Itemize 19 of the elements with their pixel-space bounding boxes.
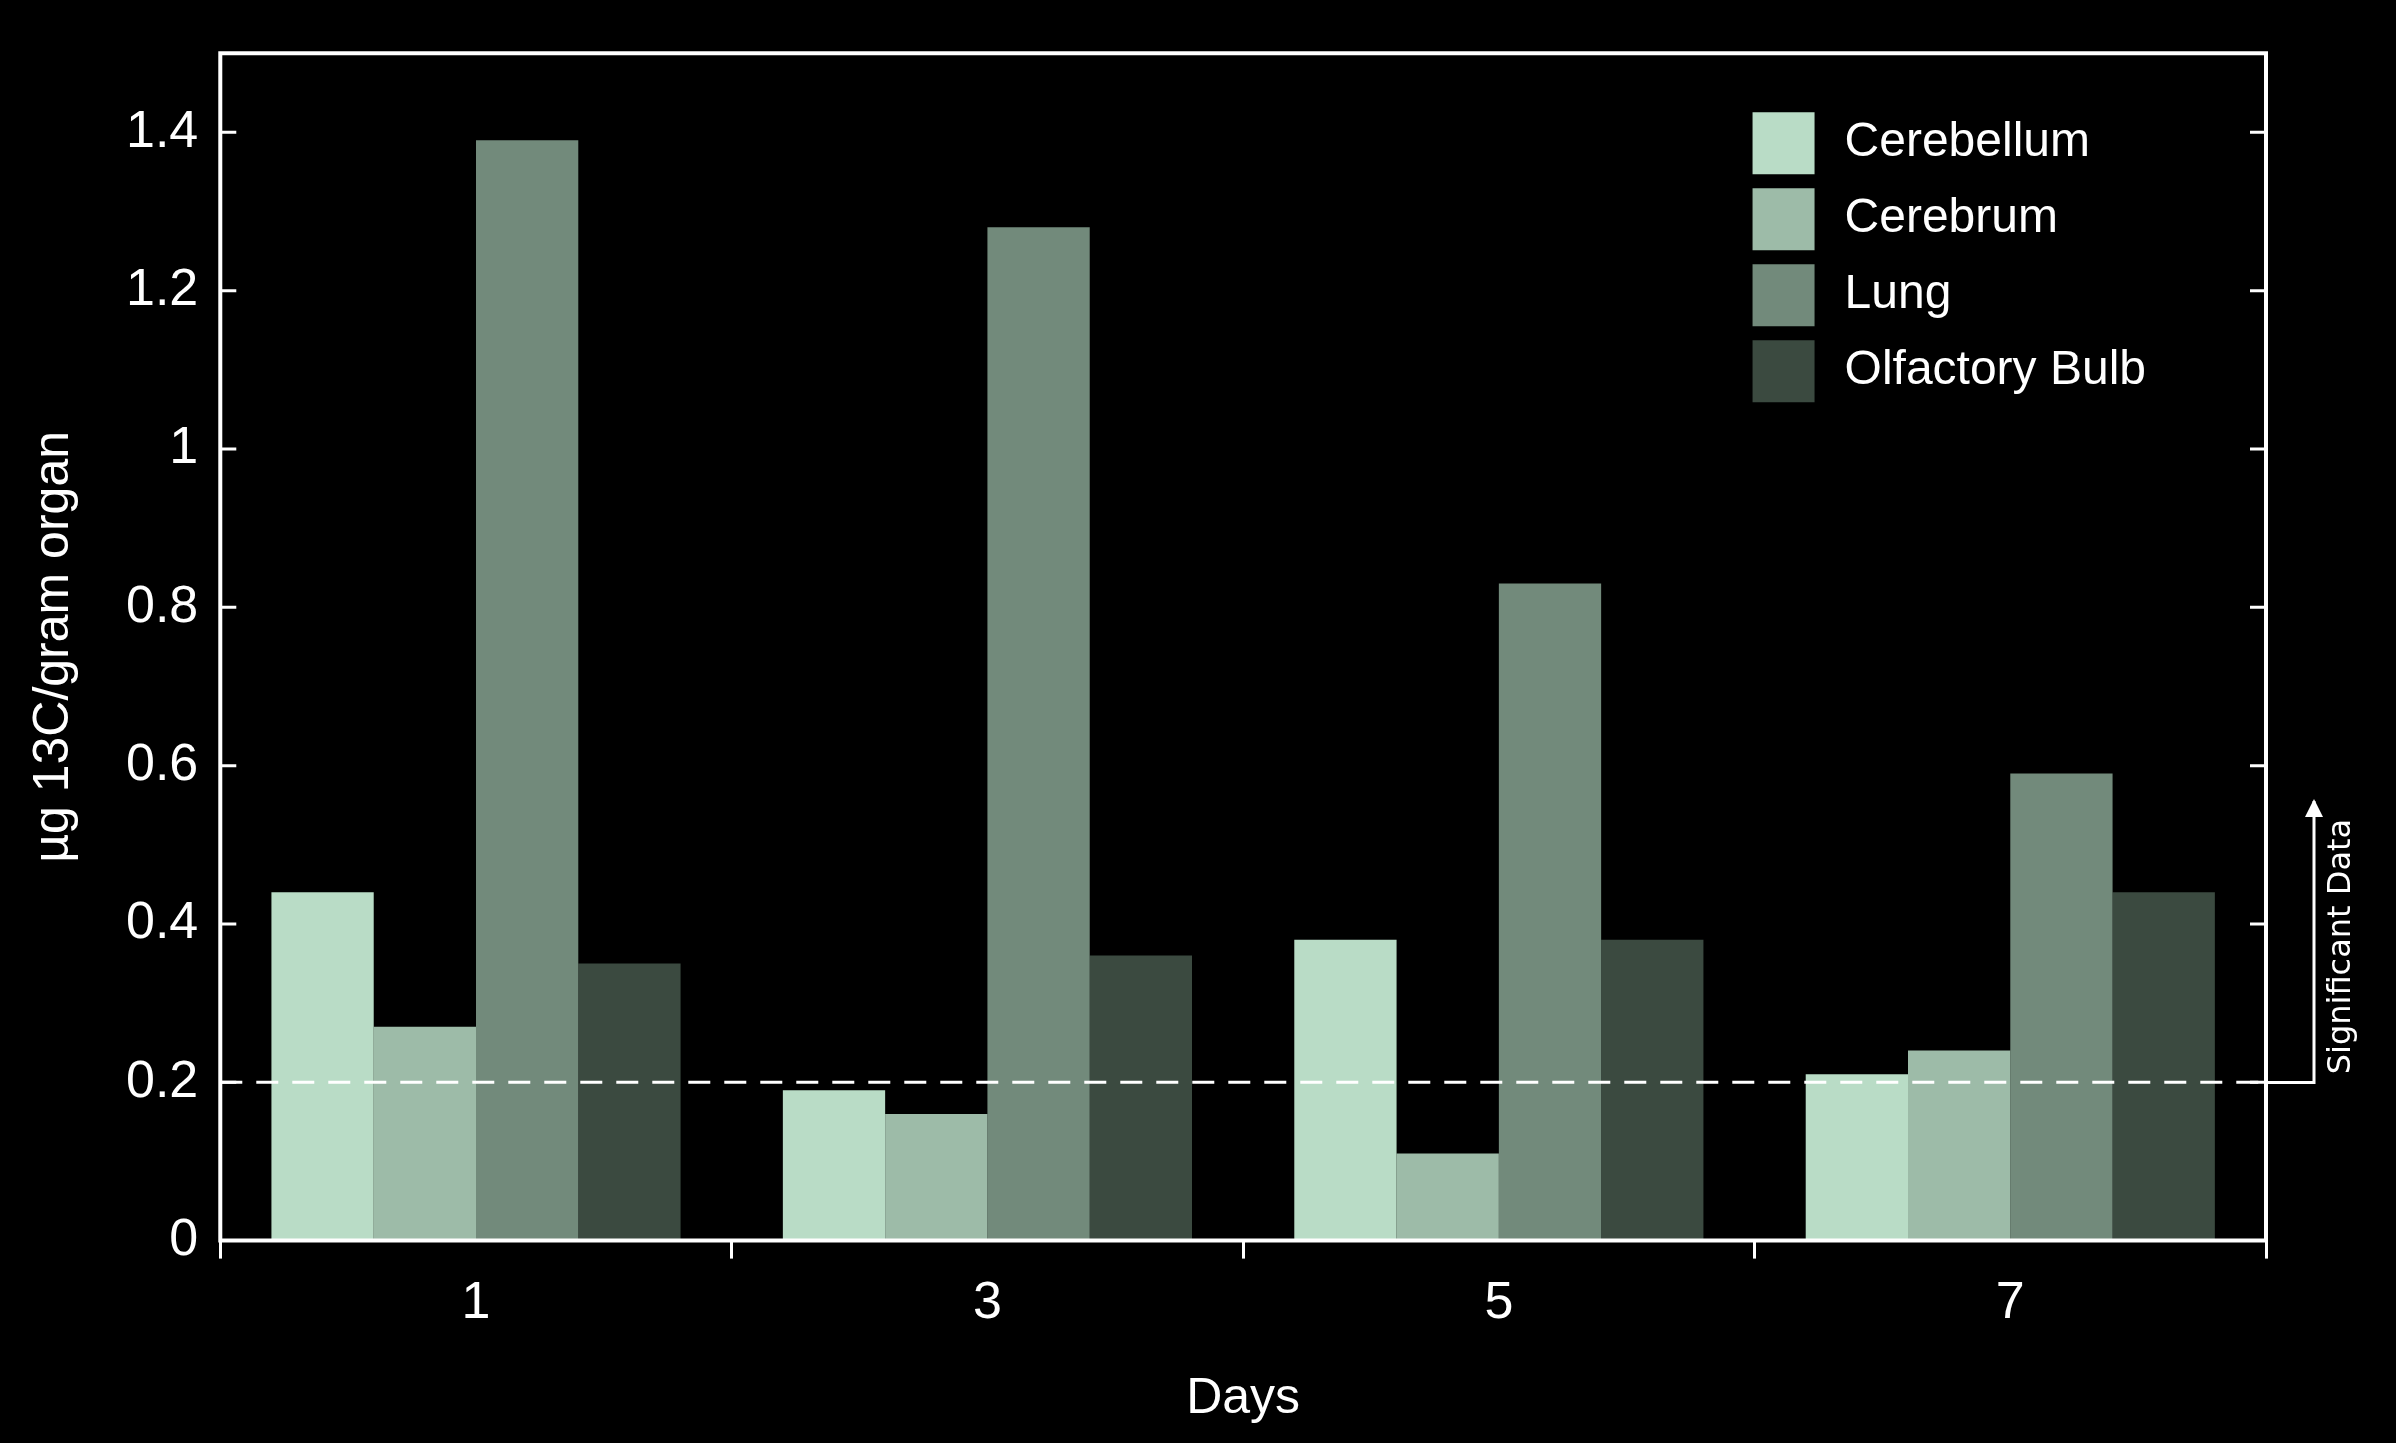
x-tick-label: 3 (972, 1271, 1002, 1330)
y-axis-title: µg 13C/gram organ (22, 430, 79, 863)
ref-line-label: Significant Data (2320, 818, 2359, 1075)
y-tick-label: 0 (169, 1207, 199, 1266)
x-tick-label: 1 (461, 1271, 491, 1330)
y-tick-label: 1.4 (125, 99, 199, 158)
y-tick-label: 0.2 (125, 1049, 199, 1108)
legend-label: Cerebrum (1844, 189, 2058, 243)
y-tick-label: 0.8 (125, 574, 199, 633)
y-tick-label: 0.6 (125, 732, 199, 791)
x-tick-label: 7 (1995, 1271, 2025, 1330)
y-tick-label: 1 (169, 416, 199, 475)
legend-label: Cerebellum (1844, 113, 2090, 167)
legend-label: Lung (1844, 265, 1952, 319)
x-tick-label: 5 (1484, 1271, 1514, 1330)
y-tick-label: 1.2 (125, 258, 199, 317)
y-tick-label: 0.4 (125, 891, 199, 950)
x-axis-title: Days (1186, 1367, 1301, 1424)
legend-label: Olfactory Bulb (1844, 341, 2146, 395)
